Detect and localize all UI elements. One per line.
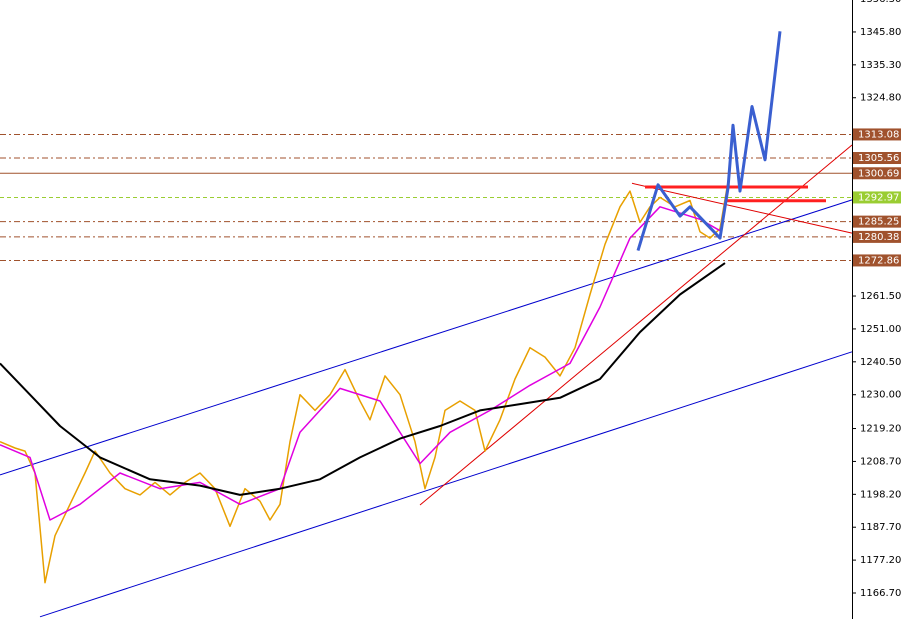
level-label: 1292.97 <box>858 192 899 203</box>
level-label-box <box>853 215 901 228</box>
y-tick-label: 1177.20 <box>860 555 901 566</box>
price-line <box>0 199 853 476</box>
level-label: 1305.56 <box>858 153 899 164</box>
y-tick-label: 1219.20 <box>860 424 901 435</box>
level-label-box <box>853 230 901 243</box>
y-tick-label: 1240.50 <box>860 357 901 368</box>
y-tick-label: 1251.00 <box>860 324 901 335</box>
level-label: 1300.69 <box>858 168 899 179</box>
y-tick-label: 1166.70 <box>860 588 901 599</box>
level-label: 1280.38 <box>858 232 899 243</box>
y-tick-label: 1187.70 <box>860 522 901 533</box>
y-tick-label: 1261.50 <box>860 291 901 302</box>
y-tick-label: 1356.30 <box>860 0 901 5</box>
level-label: 1313.08 <box>858 129 899 140</box>
price-line <box>419 144 853 506</box>
level-label-box <box>853 128 901 141</box>
price-line <box>0 206 723 521</box>
price-line <box>39 351 853 618</box>
level-label-box <box>853 167 901 180</box>
price-line <box>636 31 782 252</box>
level-label-box <box>853 254 901 267</box>
y-tick-label: 1208.70 <box>860 456 901 467</box>
y-tick-label: 1324.80 <box>860 93 901 104</box>
y-tick-label: 1230.00 <box>860 390 901 401</box>
level-label: 1285.25 <box>858 217 899 228</box>
price-line <box>0 262 726 496</box>
y-tick-label: 1345.80 <box>860 27 901 38</box>
level-label: 1272.86 <box>858 255 899 266</box>
y-tick-label: 1198.20 <box>860 489 901 500</box>
price-line <box>0 181 729 584</box>
level-label-box <box>853 191 901 204</box>
y-tick-label: 1335.30 <box>860 60 901 71</box>
price-line <box>631 182 853 234</box>
level-label-box <box>853 152 901 165</box>
